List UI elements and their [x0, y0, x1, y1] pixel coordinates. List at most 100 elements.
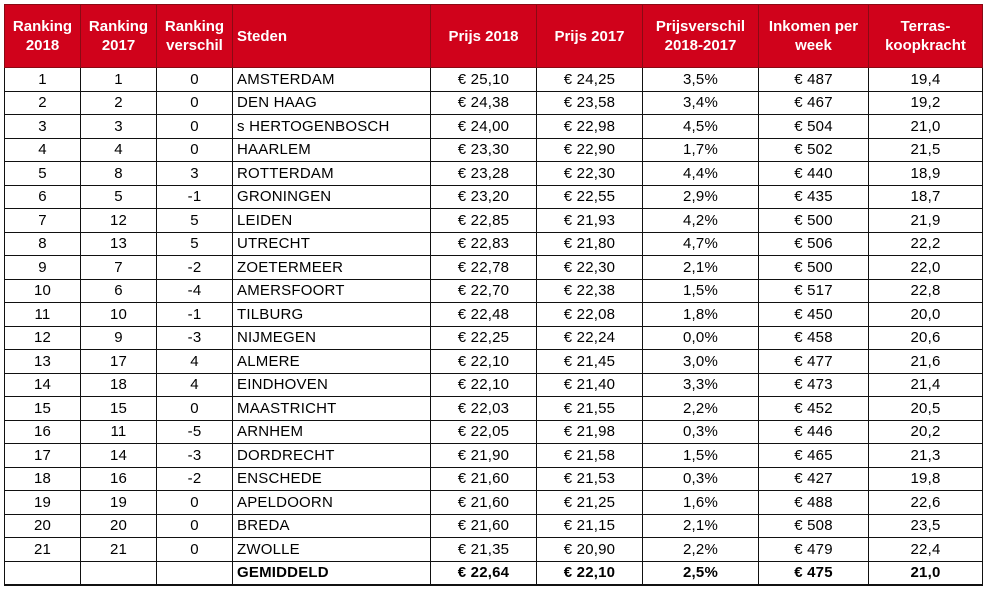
income-cell: € 440 [758, 161, 869, 186]
ranking-2017-cell: 20 [80, 513, 157, 538]
price-diff-cell: 1,5% [642, 278, 759, 303]
ranking-2017-cell: 17 [80, 349, 157, 374]
header-inkomen-line1: Inkomen per [768, 18, 859, 35]
price-2017-cell: € 20,90 [536, 537, 643, 562]
ranking-2018-cell: 10 [4, 278, 81, 303]
ranking-2018-cell: 9 [4, 255, 81, 280]
price-2018-cell: € 21,60 [430, 490, 537, 515]
terras-koopkracht-cell: 21,0 [868, 114, 983, 139]
table-row: 15 15 0 MAASTRICHT € 22,03 € 21,55 2,2% € 452 20… [4, 396, 983, 421]
ranking-2017-cell: 2 [80, 90, 157, 115]
ranking-diff-cell: 0 [156, 396, 233, 421]
income-cell: € 465 [758, 443, 869, 468]
income-cell: € 517 [758, 278, 869, 303]
terras-koopkracht-cell: 19,2 [868, 90, 983, 115]
table-row: 6 5 -1 GRONINGEN € 23,20 € 22,55 2,9% € 435 18,7 [4, 184, 983, 209]
city-cell: MAASTRICHT [232, 396, 431, 421]
price-diff-cell: 0,3% [642, 419, 759, 444]
terras-koopkracht-cell: 18,7 [868, 184, 983, 209]
header-ranking-2017-line2: 2017 [101, 37, 136, 54]
ranking-diff-cell: 0 [156, 537, 233, 562]
price-2018-cell: € 22,48 [430, 302, 537, 327]
city-cell: LEIDEN [232, 208, 431, 233]
price-2017-cell: € 22,30 [536, 255, 643, 280]
price-diff-cell: 2,1% [642, 513, 759, 538]
terras-koopkracht-cell: 22,4 [868, 537, 983, 562]
price-2018-cell: € 22,03 [430, 396, 537, 421]
table-row: 4 4 0 HAARLEM € 23,30 € 22,90 1,7% € 502 21,5 [4, 137, 983, 162]
table-row: 18 16 -2 ENSCHEDE € 21,60 € 21,53 0,3% € 427 19,… [4, 466, 983, 491]
ranking-2018-cell: 8 [4, 231, 81, 256]
header-prijs-2017: Prijs 2017 [536, 4, 643, 68]
terras-koopkracht-cell: 22,6 [868, 490, 983, 515]
income-cell: € 479 [758, 537, 869, 562]
ranking-2018-cell: 19 [4, 490, 81, 515]
header-steden-line1: Steden [237, 27, 288, 45]
city-cell: GRONINGEN [232, 184, 431, 209]
table-row: 8 13 5 UTRECHT € 22,83 € 21,80 4,7% € 506 22,2 [4, 231, 983, 256]
table-row: 16 11 -5 ARNHEM € 22,05 € 21,98 0,3% € 446 20,2 [4, 419, 983, 444]
terras-koopkracht-cell: 22,2 [868, 231, 983, 256]
price-2017-cell: € 22,08 [536, 302, 643, 327]
ranking-2018-cell: 13 [4, 349, 81, 374]
header-ranking-2018-line2: 2018 [25, 37, 60, 54]
price-diff-cell: 0,0% [642, 325, 759, 350]
ranking-diff-cell: 0 [156, 137, 233, 162]
price-2017-cell: € 23,58 [536, 90, 643, 115]
city-cell: DORDRECHT [232, 443, 431, 468]
terras-koopkracht-cell: 20,0 [868, 302, 983, 327]
income-cell: € 446 [758, 419, 869, 444]
city-cell: HAARLEM [232, 137, 431, 162]
income-cell: € 488 [758, 490, 869, 515]
price-diff-cell: 1,7% [642, 137, 759, 162]
header-prijs-2018-line1: Prijs 2018 [448, 27, 519, 45]
ranking-diff-cell: 0 [156, 490, 233, 515]
ranking-2017-cell: 8 [80, 161, 157, 186]
price-diff-cell: 3,5% [642, 67, 759, 92]
ranking-2017-cell: 10 [80, 302, 157, 327]
table-row: 5 8 3 ROTTERDAM € 23,28 € 22,30 4,4% € 440 18,9 [4, 161, 983, 186]
header-inkomen-line2: week [795, 37, 832, 54]
price-2018-cell: € 23,30 [430, 137, 537, 162]
ranking-2017-cell: 13 [80, 231, 157, 256]
ranking-2018-cell: 11 [4, 302, 81, 327]
header-prijsverschil: Prijsverschil 2018-2017 [642, 4, 759, 68]
price-2018-cell: € 22,05 [430, 419, 537, 444]
income-cell: € 508 [758, 513, 869, 538]
price-2017-cell: € 21,93 [536, 208, 643, 233]
terras-koopkracht-cell: 22,8 [868, 278, 983, 303]
ranking-2017-cell: 4 [80, 137, 157, 162]
table-row: 2 2 0 DEN HAAG € 24,38 € 23,58 3,4% € 467 19,2 [4, 90, 983, 115]
ranking-2018-cell: 15 [4, 396, 81, 421]
average-row: GEMIDDELD € 22,64 € 22,10 2,5% € 475 21,0 [4, 560, 983, 586]
price-diff-cell: 1,8% [642, 302, 759, 327]
ranking-2018-cell: 21 [4, 537, 81, 562]
terras-koopkracht-cell: 21,0 [868, 560, 983, 586]
header-terraskoopkracht-line2: koopkracht [885, 37, 966, 54]
table-container: Ranking 2018 Ranking 2017 Ranking versch… [4, 4, 983, 586]
ranking-2017-cell: 3 [80, 114, 157, 139]
income-cell: € 435 [758, 184, 869, 209]
header-ranking-2017-line1: Ranking [88, 18, 149, 35]
price-diff-cell: 4,7% [642, 231, 759, 256]
price-2018-cell: € 24,38 [430, 90, 537, 115]
price-2017-cell: € 22,30 [536, 161, 643, 186]
table-row: 19 19 0 APELDOORN € 21,60 € 21,25 1,6% € 488 22,… [4, 490, 983, 515]
price-diff-cell: 3,0% [642, 349, 759, 374]
header-ranking-2017: Ranking 2017 [80, 4, 157, 68]
ranking-2017-cell: 9 [80, 325, 157, 350]
city-cell: NIJMEGEN [232, 325, 431, 350]
header-steden: Steden [232, 4, 431, 68]
ranking-2018-cell: 5 [4, 161, 81, 186]
price-2017-cell: € 21,40 [536, 372, 643, 397]
table-row: 14 18 4 EINDHOVEN € 22,10 € 21,40 3,3% € 473 21,… [4, 372, 983, 397]
ranking-2017-cell: 6 [80, 278, 157, 303]
table-row: 10 6 -4 AMERSFOORT € 22,70 € 22,38 1,5% € 517 22… [4, 278, 983, 303]
header-prijs-2017-line1: Prijs 2017 [554, 27, 625, 45]
header-prijs-2018: Prijs 2018 [430, 4, 537, 68]
price-diff-cell: 2,2% [642, 537, 759, 562]
table-row: 17 14 -3 DORDRECHT € 21,90 € 21,58 1,5% € 465 21… [4, 443, 983, 468]
terras-koopkracht-cell: 19,4 [868, 67, 983, 92]
price-2017-cell: € 21,55 [536, 396, 643, 421]
price-2018-cell: € 22,10 [430, 372, 537, 397]
